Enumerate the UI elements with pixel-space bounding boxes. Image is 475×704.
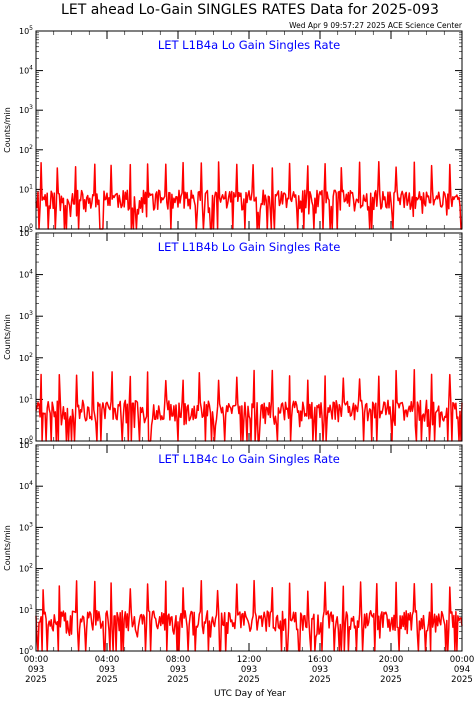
y-tick-label: 100	[19, 223, 33, 234]
y-tick-label: 100	[19, 435, 33, 446]
y-tick-label: 102	[19, 563, 33, 574]
y-tick-label: 104	[19, 269, 33, 280]
x-tick-day-label: 093	[28, 665, 44, 675]
y-tick-label: 104	[19, 65, 33, 76]
y-axis-label: Counts/min	[3, 107, 12, 153]
x-tick-year-label: 2025	[309, 675, 331, 685]
plot-frame-overlay	[35, 232, 463, 442]
series-line	[35, 160, 462, 230]
x-tick-time-label: 16:00	[308, 655, 333, 665]
x-tick-time-label: 08:00	[166, 655, 191, 665]
panel-label: LET L1B4a Lo Gain Singles Rate	[158, 38, 340, 52]
x-tick-time-label: 04:00	[95, 655, 120, 665]
x-tick-year-label: 2025	[167, 675, 189, 685]
x-tick-time-label: 12:00	[237, 655, 262, 665]
y-tick-label: 102	[19, 352, 33, 363]
y-tick-label: 101	[19, 183, 33, 194]
plot-frame-overlay	[35, 444, 463, 652]
y-axis-label: Counts/min	[3, 525, 12, 571]
panel-3: 100 101 102 103 104 105 Counts/min LET L1B4c Lo…	[3, 439, 463, 656]
y-tick-label: 101	[19, 393, 33, 404]
x-tick-year-label: 2025	[96, 675, 118, 685]
panel-label: LET L1B4c Lo Gain Singles Rate	[158, 452, 340, 466]
x-axis-label: UTC Day of Year	[214, 689, 286, 699]
x-tick-day-label: 093	[99, 665, 115, 675]
x-tick-day-label: 093	[383, 665, 399, 675]
panel-2: 100 101 102 103 104 105 Counts/min LET L1B4b Lo…	[3, 227, 463, 446]
y-tick-label: 102	[19, 144, 33, 155]
y-tick-label: 105	[19, 227, 33, 238]
chart-subtitle: Wed Apr 9 09:57:27 2025 ACE Science Cent…	[289, 21, 463, 30]
x-tick-day-label: 093	[170, 665, 186, 675]
x-tick-time-label: 20:00	[379, 655, 404, 665]
y-tick-label: 103	[19, 104, 33, 115]
series-line	[35, 579, 463, 652]
y-tick-label: 105	[19, 25, 33, 36]
x-tick-day-label: 094	[454, 665, 470, 675]
x-tick-day-label: 093	[241, 665, 257, 675]
x-tick-time-label: 00:00	[24, 655, 49, 665]
chart-title: LET ahead Lo-Gain SINGLES RATES Data for…	[61, 2, 439, 18]
series-line	[35, 368, 463, 442]
x-tick-year-label: 2025	[380, 675, 402, 685]
x-tick-year-label: 2025	[25, 675, 47, 685]
y-tick-label: 104	[19, 480, 33, 491]
y-tick-label: 103	[19, 310, 33, 321]
y-tick-label: 103	[19, 521, 33, 532]
panel-1: 100 101 102 103 104 105 Counts/min LET L1B4a Lo…	[3, 25, 463, 234]
x-tick-year-label: 2025	[451, 675, 473, 685]
y-tick-label: 100	[19, 645, 33, 656]
y-axis-label: Counts/min	[3, 314, 12, 360]
y-tick-label: 101	[19, 604, 33, 615]
x-tick-year-label: 2025	[238, 675, 260, 685]
y-tick-label: 105	[19, 439, 33, 450]
x-tick-day-label: 093	[312, 665, 328, 675]
x-tick-time-label: 00:00	[450, 655, 475, 665]
plot-frame-overlay	[35, 30, 463, 230]
panel-label: LET L1B4b Lo Gain Singles Rate	[158, 240, 341, 254]
